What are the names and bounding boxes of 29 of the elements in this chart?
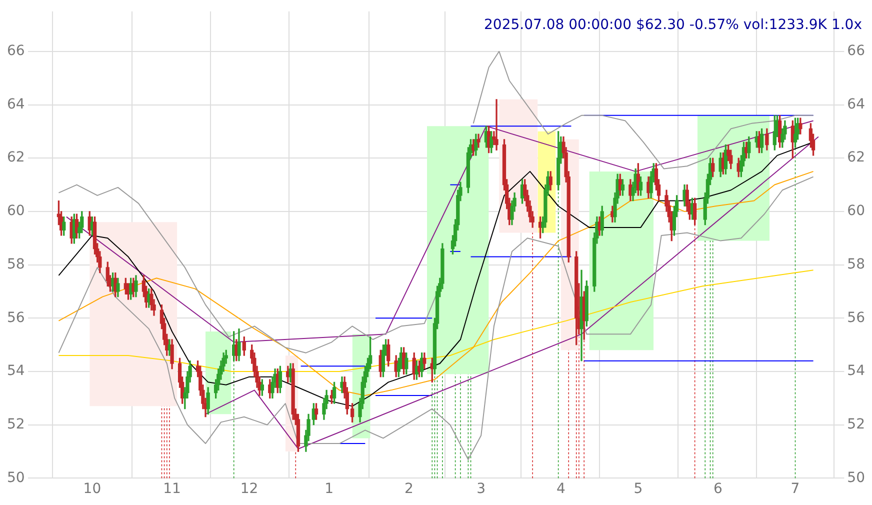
y2-tick-label: 56 — [847, 310, 866, 326]
x-tick-label: 12 — [240, 481, 258, 498]
y-tick-label: 64 — [6, 96, 25, 112]
x-tick-label: 5 — [634, 481, 643, 498]
chart-title: 2025.07.08 00:00:00 $62.30 -0.57% vol:1233.9K 1.0x — [484, 17, 862, 33]
y2-tick-label: 58 — [847, 256, 866, 272]
x-tick-label: 7 — [790, 481, 800, 498]
y-tick-label: 52 — [6, 416, 25, 432]
y-tick-label: 66 — [6, 43, 25, 60]
x-tick-label: 2 — [404, 481, 414, 498]
x-tick-label: 10 — [83, 481, 102, 498]
x-tick-label: 6 — [714, 481, 723, 498]
y2-tick-label: 66 — [847, 43, 866, 60]
y2-tick-label: 54 — [847, 363, 866, 380]
x-tick-label: 3 — [476, 481, 486, 498]
y2-tick-label: 60 — [847, 203, 866, 220]
y-tick-label: 60 — [6, 203, 25, 220]
y2-tick-label: 62 — [847, 150, 866, 166]
y-tick-label: 56 — [6, 310, 25, 326]
y2-tick-label: 64 — [847, 96, 866, 112]
y-tick-label: 50 — [6, 470, 25, 486]
x-tick-label: 1 — [324, 481, 334, 498]
x-tick-label: 4 — [556, 481, 566, 498]
y-tick-label: 54 — [6, 363, 25, 380]
y2-tick-label: 52 — [847, 416, 866, 432]
x-tick-label: 11 — [163, 481, 181, 498]
y-tick-label: 58 — [6, 256, 25, 272]
y2-tick-label: 50 — [847, 470, 866, 486]
y-tick-label: 62 — [6, 150, 25, 166]
